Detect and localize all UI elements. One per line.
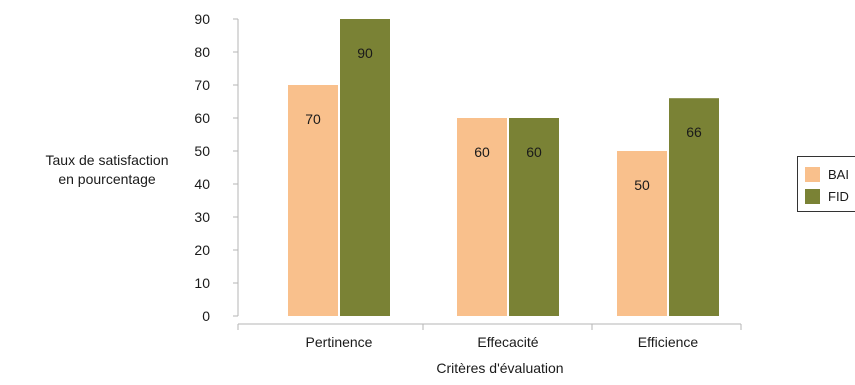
y-tick-label-60: 60: [194, 110, 210, 126]
y-axis-label-line-2: en pourcentage: [58, 171, 156, 187]
bar-fid-2: [509, 118, 559, 316]
data-label-bai-2: 60: [474, 144, 490, 160]
data-label-bai-3: 50: [634, 177, 650, 193]
legend-swatch-bai: [805, 166, 820, 182]
data-label-fid-1: 90: [357, 45, 373, 61]
y-tick-label-90: 90: [194, 11, 210, 27]
x-tick-label-1: Pertinence: [306, 334, 373, 350]
data-label-fid-2: 60: [526, 144, 542, 160]
data-label-bai-1: 70: [305, 111, 321, 127]
y-tick-label-80: 80: [194, 44, 210, 60]
y-tick-label-10: 10: [194, 275, 210, 291]
x-axis-label: Critères d'évaluation: [436, 360, 564, 376]
legend-label-fid: FID: [828, 188, 849, 204]
legend: BAI FID: [797, 156, 855, 212]
bar-bai-1: [288, 85, 338, 316]
bar-fid-3: [669, 98, 719, 316]
x-tick-label-3: Efficience: [638, 334, 699, 350]
y-tick-label-20: 20: [194, 242, 210, 258]
legend-item-fid: FID: [805, 188, 849, 204]
y-tick-label-40: 40: [194, 176, 210, 192]
data-label-fid-3: 66: [686, 124, 702, 140]
y-tick-label-50: 50: [194, 143, 210, 159]
x-tick-label-2: Effecacité: [477, 334, 538, 350]
legend-item-bai: BAI: [805, 166, 849, 182]
y-tick-label-0: 0: [202, 308, 210, 324]
y-axis-label-line-1: Taux de satisfaction: [45, 152, 169, 168]
bar-bai-3: [617, 151, 667, 316]
bar-bai-2: [457, 118, 507, 316]
y-tick-label-70: 70: [194, 77, 210, 93]
bar-fid-1: [340, 19, 390, 316]
y-tick-label-30: 30: [194, 209, 210, 225]
legend-swatch-fid: [805, 188, 820, 204]
y-axis-label: Taux de satisfaction en pourcentage: [22, 151, 192, 189]
legend-label-bai: BAI: [828, 166, 849, 182]
